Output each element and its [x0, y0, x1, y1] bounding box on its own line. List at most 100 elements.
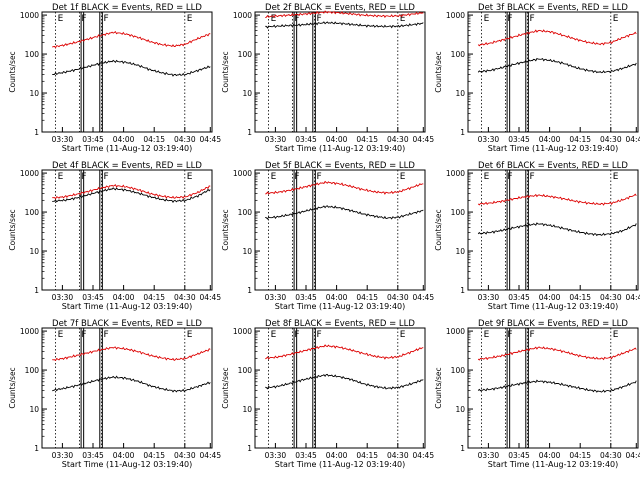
x-tick-label: 03:45: [508, 135, 530, 144]
marker-label: E: [613, 14, 619, 24]
x-tick-label: 03:45: [82, 451, 104, 460]
y-tick-label: 1000: [446, 11, 465, 20]
series-line-lld: [265, 180, 424, 195]
x-tick-label: 04:15: [356, 451, 378, 460]
x-tick-label: 04:45: [199, 451, 221, 460]
x-tick-label: 03:30: [52, 135, 74, 144]
y-axis-label: Counts/sec: [221, 51, 230, 92]
series-line-lld: [477, 346, 637, 361]
x-tick-label: 03:45: [508, 451, 530, 460]
x-tick-label: 03:30: [265, 293, 287, 302]
x-axis-label: Start Time (11-Aug-12 03:19:40): [62, 144, 193, 153]
series-line-lld: [52, 31, 211, 49]
chart-title: Det 9f BLACK = Events, RED = LLD: [478, 319, 628, 329]
y-tick-label: 1: [247, 128, 252, 137]
marker-label: E: [187, 14, 193, 24]
marker-label: E: [613, 172, 619, 182]
marker-label: F: [530, 172, 535, 182]
marker-label: E: [271, 172, 277, 182]
x-axis-label: Start Time (11-Aug-12 03:19:40): [488, 460, 619, 469]
x-tick-label: 04:45: [412, 135, 434, 144]
y-tick-label: 1000: [446, 169, 465, 178]
x-tick-label: 04:30: [600, 135, 622, 144]
marker-label: F: [104, 172, 109, 182]
chart-title: Det 2f BLACK = Events, RED = LLD: [265, 3, 415, 13]
x-tick-label: 04:45: [199, 293, 221, 302]
y-tick-label: 1: [460, 444, 465, 453]
y-axis-label: Counts/sec: [8, 367, 17, 408]
x-tick-label: 04:30: [600, 293, 622, 302]
x-tick-label: 03:30: [52, 451, 74, 460]
x-tick-label: 04:00: [326, 451, 348, 460]
x-tick-label: 04:15: [569, 135, 591, 144]
y-tick-label: 1: [247, 444, 252, 453]
y-tick-label: 100: [451, 366, 466, 375]
x-tick-label: 04:30: [387, 293, 409, 302]
x-tick-label: 03:45: [508, 293, 530, 302]
chart-title: Det 6f BLACK = Events, RED = LLD: [478, 161, 628, 171]
y-tick-label: 1: [34, 286, 39, 295]
y-tick-label: 1: [34, 128, 39, 137]
chart-title: Det 1f BLACK = Events, RED = LLD: [52, 3, 202, 13]
x-tick-label: 04:00: [539, 293, 561, 302]
x-tick-label: 04:15: [569, 293, 591, 302]
y-tick-label: 100: [238, 50, 253, 59]
x-tick-label: 03:30: [478, 135, 500, 144]
chart-title: Det 8f BLACK = Events, RED = LLD: [265, 319, 415, 329]
plot-frame: [41, 327, 213, 449]
y-tick-label: 10: [455, 247, 465, 256]
plot-frame: [467, 11, 639, 133]
x-tick-label: 04:15: [356, 135, 378, 144]
y-tick-label: 100: [451, 208, 466, 217]
y-tick-label: 10: [29, 405, 39, 414]
y-tick-label: 100: [25, 366, 40, 375]
x-tick-label: 03:30: [52, 293, 74, 302]
series-line-events: [52, 187, 211, 203]
plot-frame: [467, 327, 639, 449]
x-tick-label: 04:30: [600, 451, 622, 460]
series-line-events: [265, 21, 424, 29]
marker-label: F: [530, 330, 535, 340]
y-axis-label: Counts/sec: [8, 209, 17, 250]
y-tick-label: 100: [25, 50, 40, 59]
y-tick-label: 1: [247, 286, 252, 295]
series-line-lld: [477, 29, 637, 47]
x-tick-label: 04:45: [625, 293, 640, 302]
y-tick-label: 10: [29, 247, 39, 256]
x-tick-label: 03:30: [478, 451, 500, 460]
marker-label: E: [58, 172, 64, 182]
x-tick-label: 04:30: [174, 451, 196, 460]
marker-label: E: [271, 14, 277, 24]
y-tick-label: 10: [242, 405, 252, 414]
plot-frame: [467, 169, 639, 291]
x-tick-label: 04:00: [113, 293, 135, 302]
series-line-lld: [52, 346, 211, 362]
x-axis-label: Start Time (11-Aug-12 03:19:40): [275, 144, 406, 153]
marker-label: F: [317, 172, 322, 182]
series-line-events: [477, 222, 637, 237]
x-axis-label: Start Time (11-Aug-12 03:19:40): [275, 302, 406, 311]
x-tick-label: 03:45: [295, 135, 317, 144]
plot-frame: [254, 169, 426, 291]
series-line-lld: [477, 193, 637, 206]
plot-frame: [254, 327, 426, 449]
y-tick-label: 10: [455, 405, 465, 414]
x-tick-label: 03:45: [295, 451, 317, 460]
plot-frame: [41, 11, 213, 133]
x-tick-label: 04:00: [113, 135, 135, 144]
x-tick-label: 04:00: [539, 135, 561, 144]
y-axis-label: Counts/sec: [434, 367, 443, 408]
marker-label: E: [613, 330, 619, 340]
x-tick-label: 04:45: [199, 135, 221, 144]
x-tick-label: 04:00: [539, 451, 561, 460]
x-tick-label: 04:30: [174, 293, 196, 302]
marker-label: E: [58, 330, 64, 340]
y-tick-label: 100: [451, 50, 466, 59]
series-line-lld: [265, 344, 424, 360]
y-tick-label: 10: [455, 89, 465, 98]
series-line-events: [265, 373, 424, 390]
y-tick-label: 1: [460, 128, 465, 137]
x-tick-label: 04:15: [143, 293, 165, 302]
y-tick-label: 100: [25, 208, 40, 217]
